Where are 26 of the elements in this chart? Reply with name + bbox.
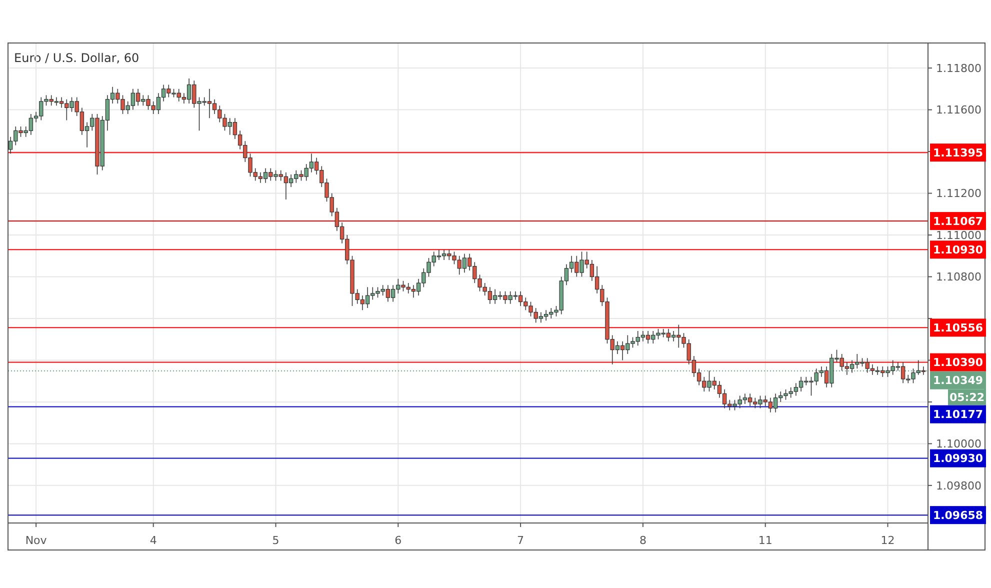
y-tick-label: 1.10000 (936, 438, 982, 451)
x-tick-label: 4 (150, 534, 157, 547)
y-tick-label: 1.09800 (936, 479, 982, 492)
ref-line-label: 1.10177 (932, 408, 984, 422)
x-tick-label: 11 (758, 534, 772, 547)
text: Euro / U.S. Dollar, 60 (14, 51, 140, 65)
ref-line-label: 1.10930 (932, 243, 984, 256)
ref-line-label: 1.10556 (932, 322, 984, 335)
y-tick-label: 1.10800 (936, 270, 982, 284)
x-tick-label: 5 (272, 534, 280, 547)
text: 05:22 (949, 391, 985, 404)
ref-line-label: 1.11395 (932, 146, 984, 160)
x-tick-label: Nov (25, 534, 48, 547)
x-tick-label: 8 (639, 534, 646, 547)
ref-line-label: 1.09658 (932, 508, 984, 522)
ref-line-label: 1.11067 (932, 214, 984, 228)
y-tick-label: 1.11600 (936, 104, 982, 117)
y-tick-label: 1.11200 (936, 187, 982, 200)
x-tick-label: 6 (394, 534, 402, 547)
ref-line-label: 1.10390 (932, 356, 984, 370)
ref-line-label: 1.10349 (932, 374, 984, 388)
x-tick-label: 12 (880, 534, 895, 547)
y-tick-label: 1.11000 (936, 228, 982, 242)
ref-line-label: 1.09930 (932, 452, 984, 466)
x-tick-label: 7 (517, 534, 524, 547)
y-tick-label: 1.11800 (936, 62, 982, 75)
